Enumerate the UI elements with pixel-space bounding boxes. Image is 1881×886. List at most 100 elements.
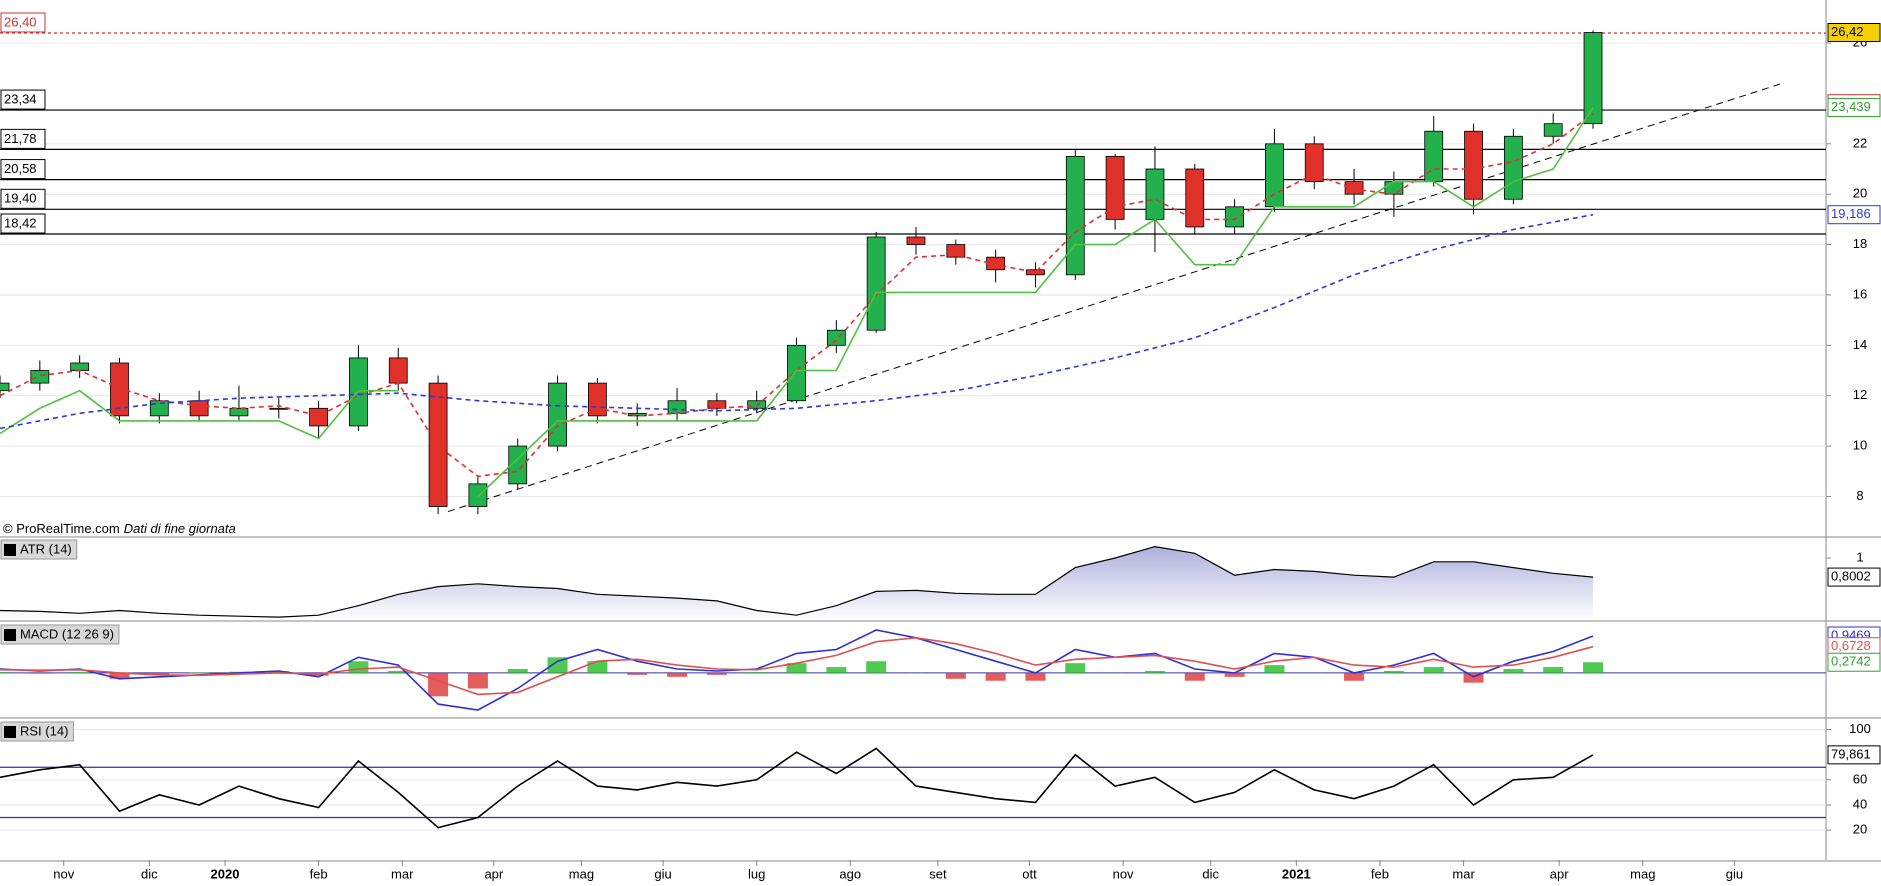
candle-body <box>946 244 966 258</box>
candle-body <box>627 412 647 417</box>
histogram-bar <box>945 672 966 679</box>
histogram-bar <box>388 670 409 673</box>
x-tick-label: nov <box>1113 866 1134 881</box>
level-label-box <box>0 159 46 180</box>
level-label: 20,58 <box>4 161 37 176</box>
panel-label-box <box>0 539 78 560</box>
candle-body <box>906 236 926 245</box>
histogram-bar <box>1344 672 1365 681</box>
histogram-bar <box>866 661 887 673</box>
trend-line <box>447 82 1783 513</box>
level-label-box <box>0 128 46 149</box>
histogram-bar <box>786 663 807 673</box>
source-note: © ProRealTime.com Dati di fine giornata <box>3 521 236 536</box>
histogram-bar <box>746 672 767 673</box>
candle-body <box>269 407 289 410</box>
histogram-bar <box>109 672 130 679</box>
histogram-bar <box>1144 670 1165 673</box>
panel: 20 40 60 100 RSI (14) 79,861 <box>0 721 1881 837</box>
candle-body <box>428 382 448 507</box>
candle-body <box>1464 130 1483 200</box>
indicator-line <box>0 636 1594 696</box>
histogram-bar <box>507 669 528 673</box>
histogram-bar <box>547 657 568 673</box>
x-tick-label: 2021 <box>1282 866 1311 881</box>
y-tick-label: 60 <box>1853 771 1867 786</box>
level-label-box <box>0 12 46 33</box>
candle-body <box>1145 168 1165 220</box>
panel-label-icon <box>4 629 16 641</box>
histogram-bar <box>1264 665 1285 673</box>
histogram-bar <box>1304 672 1325 674</box>
x-tick-label: set <box>929 866 947 881</box>
candle-body <box>667 400 687 414</box>
value-badge <box>1827 652 1881 672</box>
y-tick-label: 10 <box>1853 438 1867 453</box>
histogram-bar <box>706 672 727 675</box>
histogram-bar <box>985 672 1006 681</box>
x-tick-label: dic <box>141 866 158 881</box>
level-label: 19,40 <box>4 191 37 206</box>
x-tick-label: mar <box>391 866 414 881</box>
x-tick-label: lug <box>748 866 765 881</box>
indicator-line <box>477 107 1594 498</box>
candle-body <box>309 407 329 427</box>
panel-label: MACD (12 26 9) <box>20 626 114 641</box>
x-tick-label: giu <box>1726 866 1743 881</box>
level-label: 23,34 <box>4 92 37 107</box>
y-tick-label: 20 <box>1853 822 1867 837</box>
level-label: 21,78 <box>4 131 37 146</box>
candle-body <box>1583 32 1603 125</box>
panel-label-icon <box>4 544 16 556</box>
panel-label: ATR (14) <box>20 541 72 556</box>
indicator-line <box>0 389 399 440</box>
y-tick-label: 12 <box>1853 387 1867 402</box>
panel-label-box <box>0 721 74 742</box>
candle-body <box>70 362 90 371</box>
candle-body <box>1225 206 1244 228</box>
histogram-bar <box>1105 672 1126 674</box>
level-label-box <box>0 89 46 110</box>
value-badge <box>1827 205 1881 225</box>
x-tick-label: mag <box>569 866 594 881</box>
candle-body <box>986 256 1006 271</box>
y-tick-label: 8 <box>1856 488 1863 503</box>
histogram-bar <box>1423 667 1444 673</box>
y-tick-label: 14 <box>1853 337 1867 352</box>
value-badge-label: 0,8002 <box>1831 569 1871 584</box>
level-label-box <box>0 188 46 209</box>
candle-body <box>349 357 368 427</box>
candle-body <box>1105 156 1125 220</box>
value-badge-label: 19,186 <box>1831 206 1871 221</box>
source-detail: Dati di fine giornata <box>124 521 236 536</box>
candle-body <box>30 370 50 384</box>
x-tick-label: ott <box>1022 866 1037 881</box>
x-tick-label: mag <box>1630 866 1655 881</box>
candle-body <box>508 445 528 485</box>
candle-body <box>707 400 727 409</box>
candle-body <box>0 382 10 392</box>
candle-body <box>1503 135 1523 200</box>
candle-body <box>468 483 488 507</box>
value-badge <box>1827 98 1881 118</box>
panel: 1 ATR (14) 0,8002 <box>0 539 1881 620</box>
histogram-bar <box>69 672 90 673</box>
indicator-line <box>0 747 1594 829</box>
x-tick-label: ago <box>839 866 861 881</box>
histogram-bar <box>189 672 210 674</box>
candle-body <box>1543 123 1563 137</box>
level-label-box <box>0 213 46 234</box>
y-tick-label: 18 <box>1853 236 1867 251</box>
candle-body <box>548 382 567 447</box>
histogram-bar <box>1543 667 1564 673</box>
histogram-bar <box>627 672 648 675</box>
candle-body <box>1304 143 1324 183</box>
indicator-line <box>0 629 1594 711</box>
plot-area <box>0 30 1826 515</box>
value-badge-label: 0,6728 <box>1831 638 1871 653</box>
value-badge-label: 26,42 <box>1831 24 1864 39</box>
histogram-bar <box>467 672 488 689</box>
value-badge-label: 0,2742 <box>1831 654 1871 669</box>
panel-label-box <box>0 624 120 645</box>
x-tick-label: nov <box>53 866 74 881</box>
